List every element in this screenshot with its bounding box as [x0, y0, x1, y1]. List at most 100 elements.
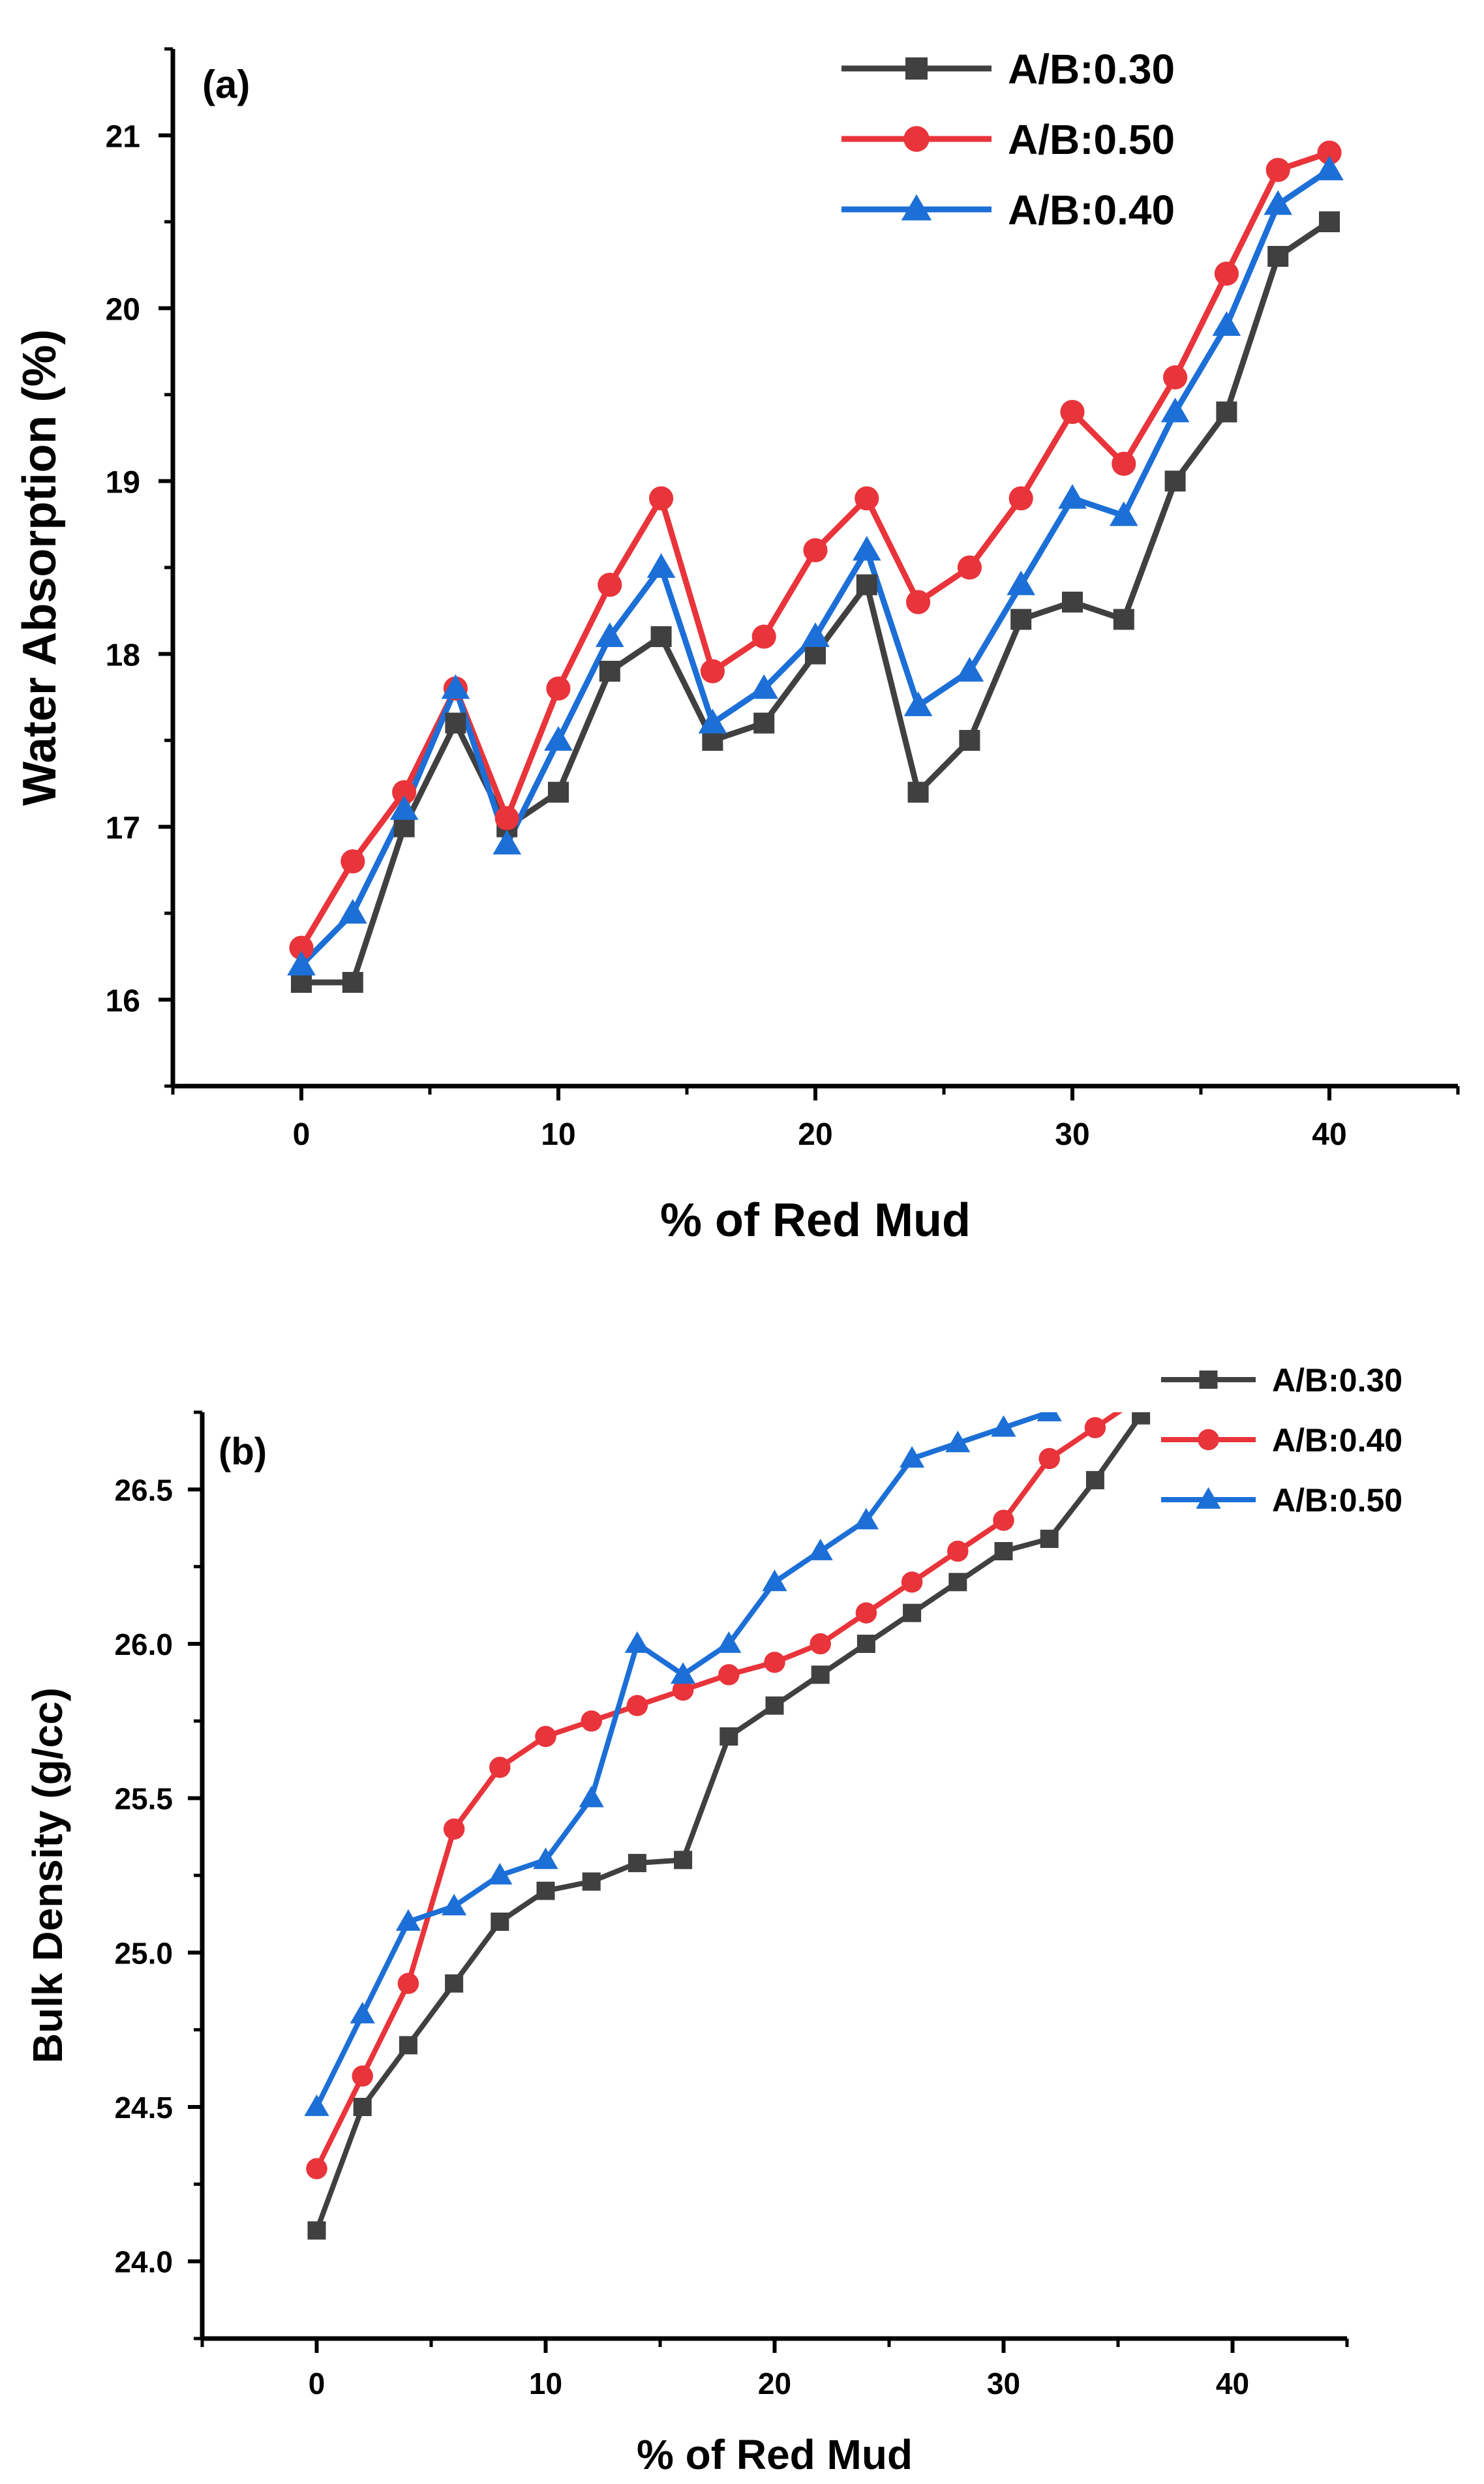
- series-line: [314, 1412, 1123, 2170]
- y-tick-label: 26.5: [114, 1473, 173, 1507]
- data-point: [906, 590, 931, 614]
- data-point: [751, 624, 776, 649]
- x-tick-label: 20: [798, 1117, 832, 1152]
- data-point: [1008, 486, 1033, 511]
- y-tick-label: 16: [106, 984, 140, 1019]
- legend-label: A/B:0.40: [1008, 187, 1175, 234]
- legend-marker: [1196, 1487, 1221, 1509]
- data-point: [442, 1894, 467, 1916]
- data-point: [445, 712, 466, 734]
- data-point: [948, 1573, 967, 1592]
- data-point: [1109, 501, 1138, 526]
- data-point: [650, 626, 672, 647]
- legend-marker: [1198, 1429, 1219, 1451]
- x-tick-label: 40: [1216, 2367, 1249, 2401]
- data-point: [698, 708, 727, 734]
- data-point: [1163, 365, 1188, 390]
- data-point: [993, 1509, 1014, 1531]
- data-point: [353, 2098, 372, 2116]
- data-point: [1212, 311, 1241, 336]
- data-point: [1160, 397, 1190, 423]
- data-point: [672, 1679, 694, 1701]
- y-tick-label: 20: [106, 293, 140, 327]
- data-point: [304, 2094, 329, 2116]
- data-point: [533, 1847, 558, 1870]
- data-point: [700, 659, 725, 684]
- data-point: [1062, 592, 1083, 613]
- data-point: [287, 950, 316, 976]
- x-axis-label: % of Red Mud: [637, 2431, 913, 2478]
- data-point: [1084, 1417, 1106, 1438]
- x-tick-label: 40: [1312, 1117, 1346, 1152]
- data-point: [947, 1540, 969, 1562]
- x-axis-label: % of Red Mud: [660, 1194, 971, 1247]
- data-point: [443, 1818, 465, 1840]
- data-point: [350, 2001, 375, 2023]
- data-point: [1113, 609, 1134, 630]
- legend-label: A/B:0.50: [1272, 1482, 1402, 1519]
- data-point: [852, 536, 881, 561]
- data-point: [487, 1862, 513, 1885]
- data-point: [649, 486, 674, 511]
- data-point: [1265, 157, 1290, 183]
- data-point: [1317, 140, 1342, 165]
- data-point: [811, 1665, 830, 1684]
- data-point: [994, 1542, 1013, 1560]
- y-tick-label: 21: [106, 120, 140, 155]
- data-point: [307, 2221, 326, 2240]
- data-point: [544, 726, 573, 751]
- y-tick-label: 26.0: [114, 1628, 173, 1661]
- data-point: [903, 1603, 922, 1622]
- legend-marker: [905, 57, 928, 80]
- data-point: [494, 806, 519, 830]
- data-point: [718, 1664, 740, 1686]
- y-tick-label: 24.5: [114, 2091, 173, 2125]
- data-point: [395, 1909, 421, 1931]
- legend-marker: [901, 194, 932, 220]
- data-point: [801, 622, 830, 647]
- y-tick-label: 25.5: [114, 1782, 173, 1816]
- y-tick-label: 19: [106, 466, 140, 500]
- y-axis-label: Bulk Density (g/cc): [24, 1688, 71, 2063]
- data-point: [1132, 1412, 1151, 1425]
- data-point: [624, 1631, 650, 1653]
- data-point: [855, 1602, 877, 1624]
- x-tick-label: 0: [293, 1117, 310, 1152]
- data-point: [907, 781, 929, 803]
- data-point: [903, 691, 933, 716]
- data-point: [753, 712, 775, 734]
- data-point: [1010, 609, 1032, 630]
- legend-label: A/B:0.30: [1008, 46, 1175, 93]
- data-point: [901, 1571, 923, 1593]
- panel-label: (a): [202, 63, 250, 106]
- data-point: [765, 1696, 784, 1715]
- data-point: [1058, 484, 1087, 509]
- data-point: [581, 1710, 602, 1732]
- data-point: [853, 1507, 879, 1530]
- data-point: [599, 661, 620, 682]
- data-point: [582, 1872, 601, 1891]
- data-point: [762, 1569, 787, 1592]
- data-point: [1037, 1412, 1062, 1421]
- data-point: [338, 899, 367, 924]
- data-point: [1040, 1530, 1059, 1549]
- data-point: [341, 849, 365, 874]
- data-point: [1007, 570, 1036, 596]
- data-point: [810, 1633, 831, 1655]
- legend-label: A/B:0.40: [1272, 1422, 1402, 1459]
- data-point: [1060, 399, 1085, 425]
- data-point: [808, 1538, 833, 1560]
- data-point: [595, 622, 624, 647]
- data-point: [548, 781, 569, 803]
- data-point: [900, 1446, 925, 1468]
- y-axis-label: Water Absorption (%): [14, 329, 66, 806]
- data-point: [750, 674, 779, 699]
- data-point: [306, 2158, 327, 2179]
- legend-label: A/B:0.50: [1008, 116, 1175, 163]
- data-point: [392, 780, 417, 805]
- y-tick-label: 17: [106, 811, 140, 846]
- data-point: [856, 1635, 875, 1653]
- x-tick-label: 10: [541, 1117, 575, 1152]
- data-point: [546, 676, 571, 701]
